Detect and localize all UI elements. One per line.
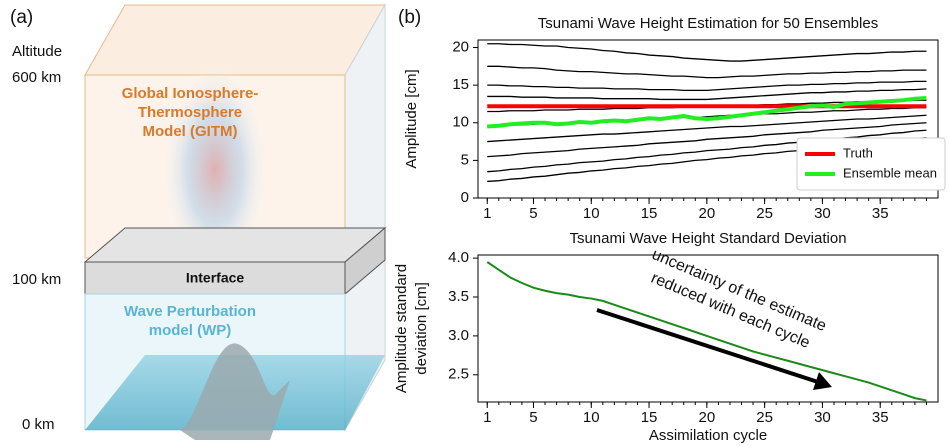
chart-title: Tsunami Wave Height Estimation for 50 En… <box>538 15 878 32</box>
legend-box <box>796 137 946 191</box>
ensemble-line <box>487 43 927 62</box>
interface-face <box>84 261 346 295</box>
y-tick-label: 5 <box>461 151 469 168</box>
x-tick-label: 25 <box>756 205 773 222</box>
x-tick-label: 20 <box>699 409 716 426</box>
x-tick-label: 1 <box>483 409 491 426</box>
gitm-label: Global Ionosphere- <box>122 85 259 102</box>
y-tick-label: 20 <box>452 38 469 55</box>
plot-frame <box>477 39 939 199</box>
ensemble-line <box>487 114 927 143</box>
ensemble-line <box>487 80 927 92</box>
y-tick-label: 3.5 <box>448 288 469 305</box>
plot-frame <box>477 254 939 403</box>
legend-label: Truth <box>843 145 873 160</box>
y-tick-label: 0 <box>461 189 469 206</box>
x-tick-label: 5 <box>529 409 537 426</box>
ensemble-line <box>487 122 927 158</box>
ensemble-line <box>487 65 927 79</box>
y-tick-label: 3.0 <box>448 327 469 344</box>
y-tick-label: 2.5 <box>448 366 469 383</box>
x-tick-label: 5 <box>529 205 537 222</box>
altitude-label: Altitude <box>12 43 62 60</box>
legend-label: Ensemble mean <box>843 165 937 180</box>
altitude-tick: 100 km <box>12 271 61 288</box>
gitm-label: Thermosphere <box>138 104 242 121</box>
x-tick-label: 35 <box>872 409 889 426</box>
x-tick-label: 35 <box>872 205 889 222</box>
interface-label: Interface <box>186 270 245 286</box>
y-tick-label: 15 <box>452 76 469 93</box>
altitude-tick: 0 km <box>22 416 55 433</box>
wp-label: Wave Perturbation <box>124 303 256 320</box>
y-axis-label: Amplitude standard <box>393 264 410 393</box>
y-tick-label: 4.0 <box>448 249 469 266</box>
y-tick-label: 10 <box>452 114 469 131</box>
x-tick-label: 30 <box>814 205 831 222</box>
x-tick-label: 10 <box>583 409 600 426</box>
x-tick-label: 1 <box>483 205 491 222</box>
x-tick-label: 10 <box>583 205 600 222</box>
annotation-arrowhead <box>813 372 832 390</box>
interface-side <box>344 226 386 296</box>
y-axis-label: deviation [cm] <box>413 282 430 375</box>
series-line <box>487 95 927 129</box>
altitude-tick: 600 km <box>12 69 61 86</box>
gitm-label: Model (GITM) <box>143 123 238 140</box>
x-tick-label: 30 <box>814 409 831 426</box>
ensemble-line <box>487 88 927 101</box>
x-tick-label: 25 <box>756 409 773 426</box>
ensemble-line <box>487 129 927 173</box>
annotation-arrow <box>596 308 819 384</box>
interface-top <box>83 227 387 263</box>
wp-label: model (WP) <box>149 322 232 339</box>
perturbation <box>160 60 270 280</box>
box-top <box>84 4 386 76</box>
x-axis-label: Assimilation cycle <box>649 427 767 444</box>
wave <box>180 343 290 440</box>
series-line <box>486 261 927 402</box>
x-tick-label: 20 <box>699 205 716 222</box>
diagram: (a) Altitude 600 km 100 km 0 km Global I… <box>10 3 387 440</box>
x-tick-label: 15 <box>641 409 658 426</box>
y-axis-label: Amplitude [cm] <box>403 69 420 168</box>
panel-label: (a) <box>10 7 33 28</box>
chart-title: Tsunami Wave Height Standard Deviation <box>569 230 846 247</box>
panel-label: (b) <box>398 7 421 28</box>
x-tick-label: 15 <box>641 205 658 222</box>
